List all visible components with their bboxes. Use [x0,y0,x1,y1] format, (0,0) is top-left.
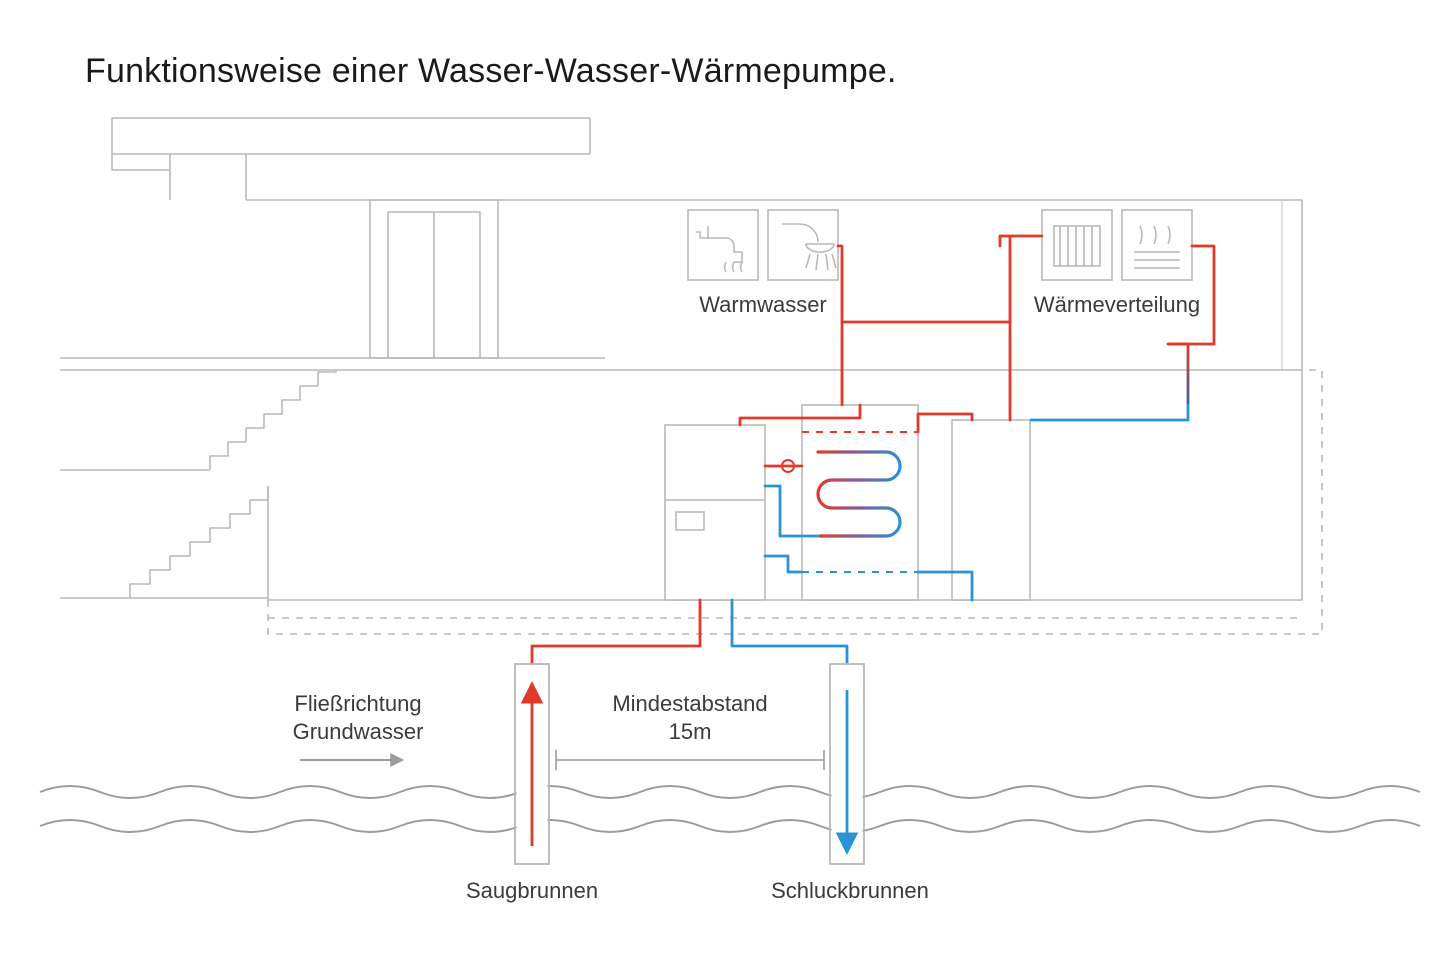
label-waermeverteilung: Wärmeverteilung [1032,292,1202,318]
shower-icon [768,210,838,280]
label-fliessrichtung-l1: Fließrichtung [294,691,421,716]
label-warmwasser: Warmwasser [688,292,838,318]
icon-boxes [688,210,1192,280]
entry-door [370,200,498,358]
distribution-return [1168,344,1188,404]
diagram-title: Funktionsweise einer Wasser-Wasser-Wärme… [85,52,897,91]
groundwater-waves [40,786,1420,832]
label-mindestabstand-l2: 15m [669,719,712,744]
stairs [130,370,336,598]
diagram-canvas: Funktionsweise einer Wasser-Wasser-Wärme… [0,0,1440,960]
min-distance-dim [556,750,824,770]
label-fliessrichtung-l2: Grundwasser [293,719,424,744]
radiator-icon [1042,210,1112,280]
faucet-icon [688,210,758,280]
label-mindestabstand-l1: Mindestabstand [612,691,767,716]
label-mindestabstand: Mindestabstand 15m [600,690,780,745]
floorheat-icon [1122,210,1192,280]
label-fliessrichtung: Fließrichtung Grundwasser [278,690,438,745]
foundation-dashed [268,370,1322,634]
label-schluckbrunnen: Schluckbrunnen [760,878,940,904]
heatpump-diagram-svg [0,0,1440,960]
distribution-return2 [1030,404,1188,420]
label-saugbrunnen: Saugbrunnen [452,878,612,904]
basement-units [665,405,1030,600]
heat-pump-unit [665,425,765,600]
